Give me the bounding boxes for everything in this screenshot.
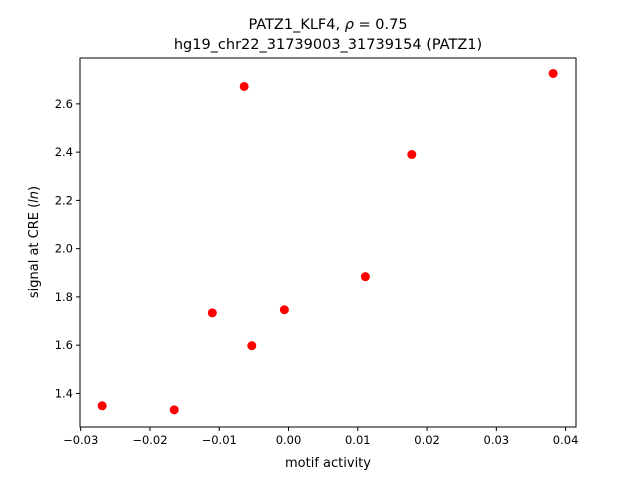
y-tick-label: 2.6 [55, 97, 73, 111]
data-point [239, 81, 249, 91]
x-tick-label: 0.03 [484, 433, 510, 447]
y-tick-label: 2.4 [55, 145, 73, 159]
y-tick-label: 1.4 [55, 386, 73, 400]
y-tick-label: 2.2 [55, 193, 73, 207]
data-point [247, 341, 257, 351]
x-tick-label: 0.00 [276, 433, 302, 447]
x-tick-label: −0.02 [132, 433, 167, 447]
y-tick-label: 2.0 [55, 242, 73, 256]
data-point [548, 68, 558, 78]
x-axis-label: motif activity [285, 456, 371, 471]
plot-frame [79, 57, 577, 428]
data-point [169, 405, 179, 415]
data-point [207, 308, 217, 318]
data-point [279, 305, 289, 315]
x-tick-label: 0.01 [345, 433, 371, 447]
chart-title-line1: PATZ1_KLF4, ρ = 0.75 [248, 17, 407, 33]
x-tick-label: −0.01 [202, 433, 237, 447]
y-tick-label: 1.6 [55, 338, 73, 352]
y-tick-label: 1.8 [55, 290, 73, 304]
data-point [407, 150, 417, 160]
x-tick-label: 0.04 [553, 433, 579, 447]
y-axis-label: signal at CRE (ln) [27, 186, 42, 298]
chart-title-line2: hg19_chr22_31739003_31739154 (PATZ1) [174, 37, 482, 53]
x-tick-label: −0.03 [63, 433, 98, 447]
data-point [97, 401, 107, 411]
x-tick-label: 0.02 [414, 433, 440, 447]
data-point [360, 272, 370, 282]
